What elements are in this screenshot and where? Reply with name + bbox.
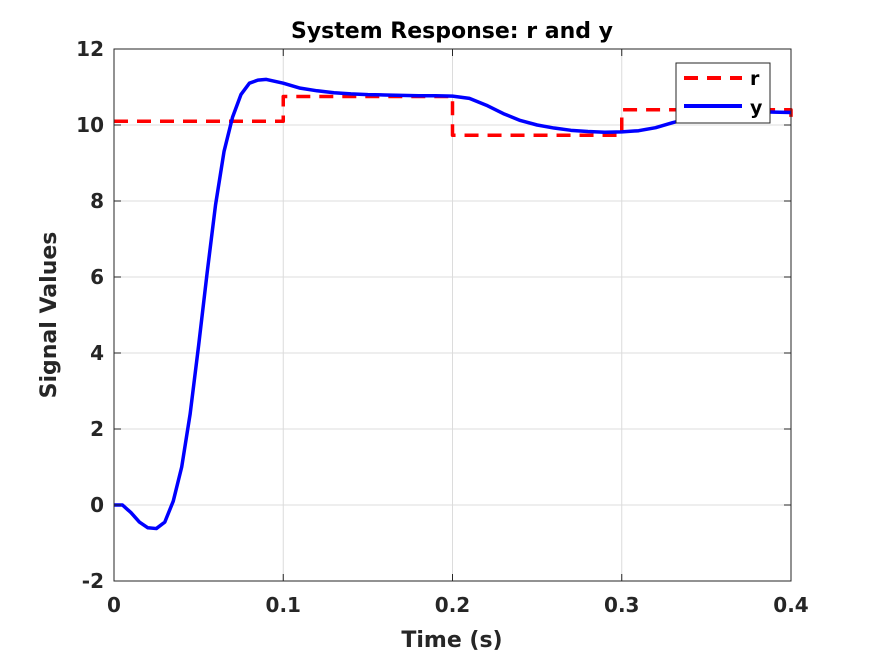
x-tick-label: 0.2 [435, 593, 470, 617]
chart-title: System Response: r and y [291, 19, 613, 44]
y-axis-label: Signal Values [37, 232, 62, 399]
x-tick-labels: 0 0.1 0.2 0.3 0.4 [107, 593, 809, 617]
x-tick-label: 0.4 [773, 593, 808, 617]
y-tick-label: 0 [90, 493, 104, 517]
y-tick-label: 12 [76, 37, 104, 61]
y-tick-label: 4 [90, 341, 104, 365]
x-tick-label: 0.3 [604, 593, 639, 617]
x-tick-label: 0 [107, 593, 121, 617]
y-tick-label: 10 [76, 113, 104, 137]
y-tick-labels: -2 0 2 4 6 8 10 12 [76, 37, 104, 593]
series-layer [114, 77, 793, 531]
legend-label-y: y [750, 97, 763, 119]
y-tick-label: -2 [82, 569, 104, 593]
series-line-y [114, 77, 792, 531]
legend-box [675, 62, 771, 124]
ticks [113, 48, 792, 582]
legend: r y [675, 62, 771, 124]
legend-label-r: r [750, 68, 760, 90]
series-line-r [114, 94, 793, 138]
x-axis-label: Time (s) [401, 628, 502, 653]
y-tick-label: 2 [90, 417, 104, 441]
x-tick-label: 0.1 [266, 593, 301, 617]
y-tick-label: 8 [90, 189, 104, 213]
y-tick-label: 6 [90, 265, 104, 289]
